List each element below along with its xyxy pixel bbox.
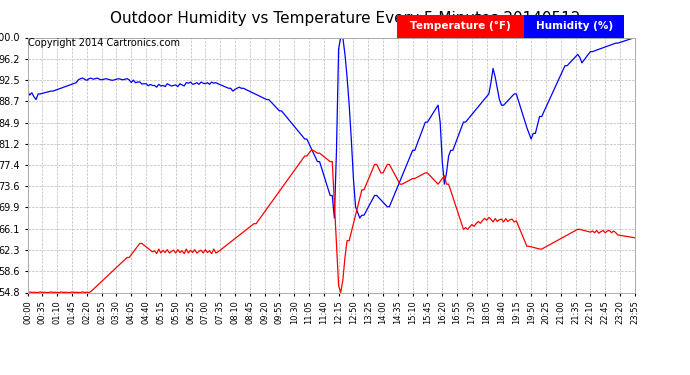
Text: Temperature (°F): Temperature (°F) (410, 21, 511, 31)
Temperature (°F) (631, 236, 639, 240)
Line: Humidity (%): Humidity (%) (28, 38, 635, 218)
Temperature (°F) (23, 290, 32, 295)
Humidity (%) (331, 216, 339, 220)
Temperature (°F) (535, 247, 544, 251)
Humidity (%) (538, 114, 546, 119)
Humidity (%) (23, 89, 32, 93)
Text: Copyright 2014 Cartronics.com: Copyright 2014 Cartronics.com (28, 38, 179, 48)
Humidity (%) (337, 35, 345, 40)
Humidity (%) (548, 91, 556, 96)
Temperature (°F) (546, 242, 554, 247)
Humidity (%) (77, 76, 85, 81)
Humidity (%) (563, 63, 571, 68)
Temperature (°F) (333, 242, 341, 247)
Humidity (%) (631, 35, 639, 40)
Temperature (°F) (307, 148, 315, 153)
Humidity (%) (582, 55, 590, 60)
Temperature (°F) (580, 228, 588, 233)
Humidity (%) (333, 148, 341, 153)
Text: Outdoor Humidity vs Temperature Every 5 Minutes 20140512: Outdoor Humidity vs Temperature Every 5 … (110, 11, 580, 26)
Temperature (°F) (77, 290, 85, 295)
Text: Humidity (%): Humidity (%) (535, 21, 613, 31)
Line: Temperature (°F): Temperature (°F) (28, 150, 635, 292)
Temperature (°F) (561, 234, 569, 238)
